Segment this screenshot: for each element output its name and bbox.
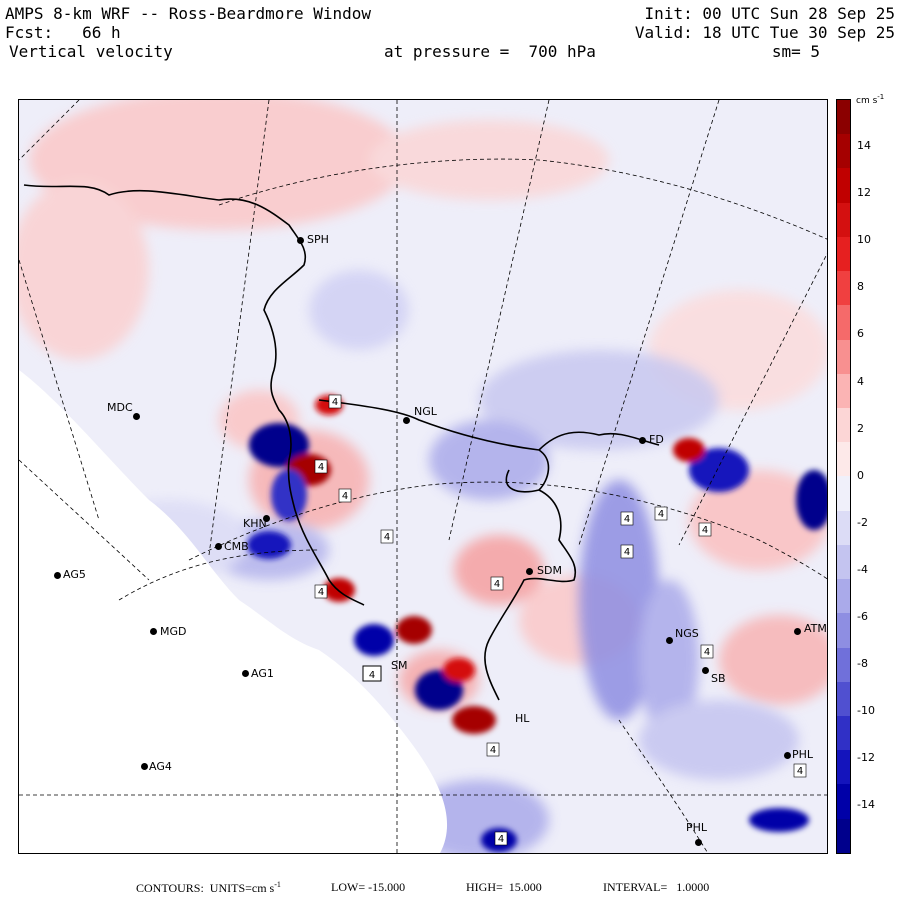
- station-label: AG4: [149, 760, 172, 773]
- colorbar-tick-label: -6: [857, 610, 868, 623]
- footer-high: HIGH= 15.000: [466, 880, 542, 894]
- station-label: SPH: [307, 233, 329, 246]
- contour-label: 4: [624, 514, 630, 525]
- station-label: AG5: [63, 568, 86, 581]
- contour-label: 4: [624, 547, 630, 558]
- station-label: PHL: [686, 821, 708, 834]
- valid-time: Valid: 18 UTC Tue 30 Sep 25: [634, 23, 895, 42]
- contour-label: 4: [318, 587, 324, 598]
- colorbar-tick-label: -14: [857, 798, 875, 812]
- footer-low: LOW= -15.000: [331, 880, 406, 894]
- colorbar-swatch: [837, 236, 850, 272]
- colorbar-swatch: [837, 442, 850, 477]
- colorbar-tick-label: 8: [857, 280, 864, 294]
- colorbar-swatch: [837, 100, 850, 135]
- contour-label: 4: [490, 745, 496, 756]
- station-label: KHN: [243, 517, 267, 530]
- colorbar-tick-label: -12: [857, 751, 875, 765]
- station-label: SM: [391, 659, 408, 672]
- station-label: ATM: [804, 622, 827, 635]
- colorbar-swatch: [837, 579, 850, 614]
- station-label: PHL: [792, 748, 814, 761]
- colorbar-tick-label: -8: [857, 657, 868, 671]
- smoothing: sm= 5: [771, 42, 820, 61]
- colorbar-swatch: [837, 476, 850, 511]
- station-label: NGL: [414, 405, 437, 418]
- colorbar-swatch: [837, 339, 850, 374]
- colorbar-tick-label: 10: [857, 233, 871, 247]
- init-time: Init: 00 UTC Sun 28 Sep 25: [644, 4, 895, 23]
- colorbar-swatch: [837, 715, 850, 751]
- colorbar-swatch: [837, 510, 850, 545]
- station-label: NGS: [675, 627, 699, 640]
- colorbar-swatch: [837, 544, 850, 580]
- contour-label: 4: [369, 670, 375, 681]
- colorbar-tick-label: 4: [857, 374, 864, 388]
- colorbar-tick-label: -10: [857, 704, 875, 718]
- colorbar-swatch: [837, 750, 850, 785]
- contour-label: 4: [318, 462, 324, 473]
- contour-label: 4: [704, 647, 710, 658]
- colorbar-swatch: [837, 784, 850, 819]
- model-title: AMPS 8-km WRF -- Ross-Beardmore Window: [5, 4, 372, 23]
- contour-label: 4: [658, 509, 664, 520]
- contour-label: 4: [797, 766, 803, 777]
- colorbar-swatch: [837, 271, 850, 306]
- colorbar-swatch: [837, 681, 850, 716]
- station-label: SDM: [537, 564, 562, 577]
- map-graphic: 4 4 4 4 4 4 4 4 4 4 4 4 4 4 4: [19, 100, 827, 853]
- colorbar-swatch: [837, 134, 850, 169]
- colorbar: [836, 99, 851, 854]
- contour-label: 4: [384, 532, 390, 543]
- colorbar-tick-label: 14: [857, 139, 871, 152]
- colorbar-swatch: [837, 305, 850, 340]
- station-label: MGD: [160, 625, 187, 638]
- station-label: CMB: [224, 540, 249, 553]
- station-label: SB: [711, 672, 726, 685]
- colorbar-tick-label: 6: [857, 327, 864, 341]
- forecast-hour: Fcst: 66 h: [5, 23, 121, 42]
- colorbar-swatch: [837, 613, 850, 648]
- colorbar-unit: cm s-1: [856, 93, 885, 106]
- vertical-velocity-map: 4 4 4 4 4 4 4 4 4 4 4 4 4 4 4 SPH MDC NGL FD KHN CMB A…: [18, 99, 828, 854]
- pressure-level: at pressure = 700 hPa: [384, 42, 596, 61]
- colorbar-tick-label: 2: [857, 421, 864, 435]
- colorbar-swatch: [837, 647, 850, 682]
- footer-contours: CONTOURS: UNITS=cm s-1: [136, 880, 281, 895]
- contour-label: 4: [498, 834, 504, 845]
- contour-label: 4: [342, 491, 348, 502]
- contour-label: 4: [702, 525, 708, 536]
- contour-label: 4: [494, 579, 500, 590]
- colorbar-tick-label: -2: [857, 515, 868, 529]
- colorbar-tick-label: 0: [857, 468, 864, 482]
- station-label: MDC: [107, 401, 133, 414]
- colorbar-swatch: [837, 818, 850, 853]
- colorbar-swatch: [837, 168, 850, 203]
- colorbar-swatch: [837, 407, 850, 443]
- station-label: HL: [515, 712, 530, 725]
- colorbar-swatch: [837, 202, 850, 237]
- station-label: AG1: [251, 667, 274, 680]
- field-name: Vertical velocity: [9, 42, 173, 61]
- colorbar-tick-label: -4: [857, 562, 868, 576]
- footer-interval: INTERVAL= 1.0000: [603, 880, 710, 894]
- contour-label: 4: [332, 397, 338, 408]
- colorbar-swatch: [837, 373, 850, 408]
- colorbar-tick-label: 12: [857, 186, 871, 200]
- station-label: FD: [649, 433, 664, 446]
